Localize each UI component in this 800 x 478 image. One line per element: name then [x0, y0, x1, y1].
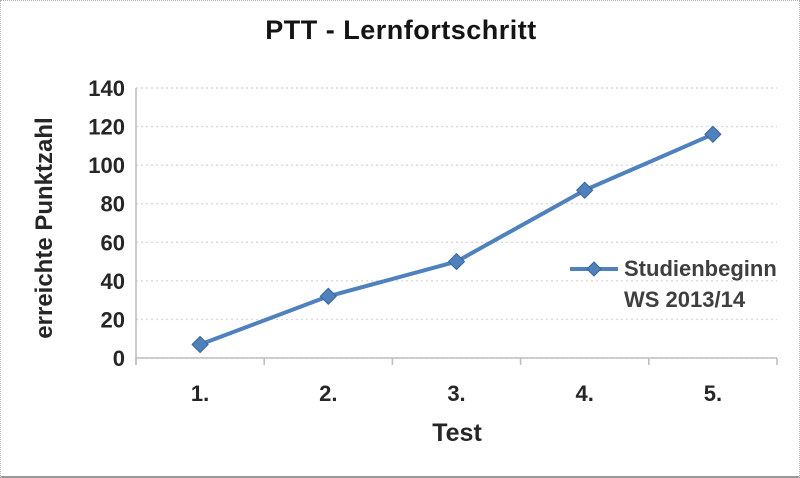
data-point-marker	[319, 287, 338, 305]
y-tick-label: 140	[88, 76, 125, 101]
y-tick-label: 20	[101, 307, 125, 332]
data-point-marker	[704, 125, 722, 143]
y-tick-label: 0	[113, 346, 125, 371]
legend-label: Studienbeginn WS 2013/14	[624, 253, 777, 315]
x-tick-label: 1.	[191, 381, 209, 406]
data-point-marker	[191, 335, 209, 354]
data-point-marker	[575, 181, 594, 199]
y-tick-label: 100	[88, 153, 125, 178]
x-tick-label: 5.	[704, 381, 722, 406]
y-tick-label: 60	[101, 230, 125, 255]
x-tick-label: 2.	[319, 381, 337, 406]
y-tick-label: 80	[101, 192, 125, 217]
legend-line-marker-icon	[570, 261, 618, 277]
x-axis-title: Test	[432, 419, 482, 447]
chart-title: PTT - Lernfortschritt	[265, 15, 537, 45]
x-tick-label: 4.	[576, 381, 594, 406]
y-axis-title: erreichte Punktzahl	[31, 117, 58, 339]
legend: Studienbeginn WS 2013/14	[569, 253, 777, 315]
x-tick-label: 3.	[447, 381, 465, 406]
legend-label-line1: Studienbeginn	[624, 256, 777, 281]
y-tick-label: 120	[88, 115, 125, 140]
data-point-marker	[447, 252, 466, 271]
y-tick-label: 40	[101, 269, 125, 294]
legend-label-line2: WS 2013/14	[624, 287, 746, 312]
